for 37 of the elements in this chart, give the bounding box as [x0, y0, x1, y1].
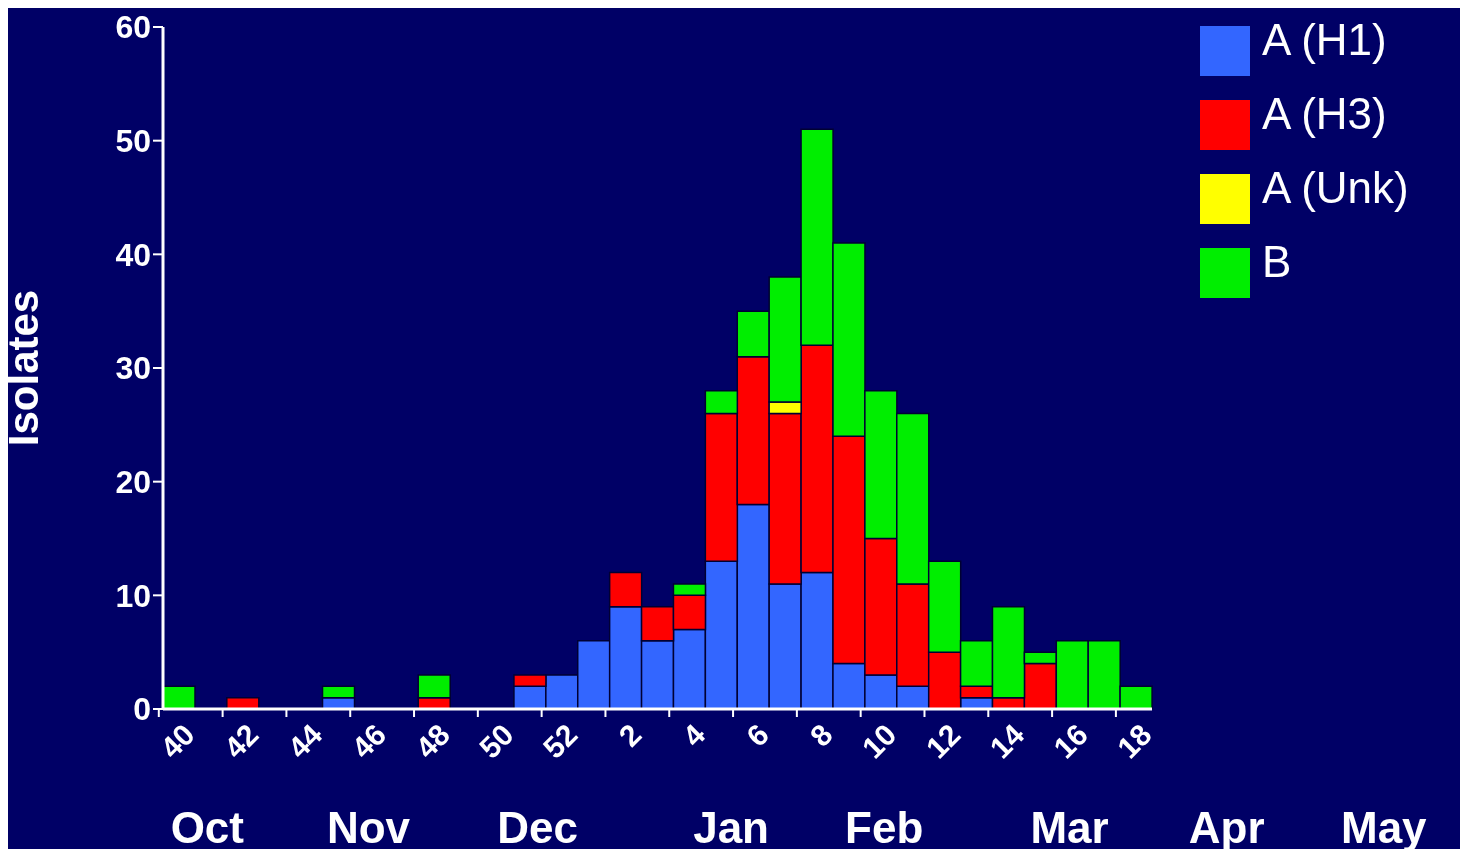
legend-label: A (Unk)	[1262, 163, 1409, 212]
y-tick-label: 60	[115, 9, 151, 46]
y-tick-label: 10	[115, 577, 151, 614]
x-tick-label: 4	[676, 717, 712, 753]
x-tick-label: 16	[1047, 717, 1095, 765]
text: Dec	[496, 803, 580, 853]
text: Nov	[325, 803, 412, 853]
x-tick-label: 52	[536, 717, 584, 765]
legend-label: A (H1)	[1262, 15, 1387, 64]
x-tick-label: 46	[345, 717, 393, 765]
x-tick-label: 12	[919, 717, 967, 765]
x-tick-label: 48	[409, 717, 457, 765]
y-axis-title: Isolates	[0, 289, 47, 447]
x-tick-label: 8	[803, 717, 839, 753]
text: Feb	[844, 803, 925, 853]
text: Oct	[169, 803, 245, 853]
x-tick-label: 44	[281, 717, 329, 765]
x-tick-label: 6	[739, 717, 776, 753]
text: Jan	[692, 803, 770, 853]
text: Mar	[1029, 803, 1110, 853]
y-tick-label: 50	[115, 123, 151, 160]
x-tick-label: 18	[1110, 717, 1158, 765]
legend-label: B	[1262, 237, 1292, 286]
y-tick-label: 20	[115, 464, 151, 501]
legend-label: A (H3)	[1262, 89, 1387, 138]
x-tick-label: 14	[983, 717, 1031, 765]
x-tick-label: 2	[612, 717, 648, 753]
bar	[226, 696, 260, 709]
y-tick-label: 40	[115, 236, 151, 273]
x-tick-label: 42	[217, 717, 265, 765]
x-tick-label: 40	[153, 717, 201, 765]
y-tick-label: 0	[133, 691, 151, 728]
text: May	[1340, 803, 1428, 853]
x-tick-label: 10	[855, 717, 903, 765]
y-tick-label: 30	[115, 350, 151, 387]
x-tick-label: 50	[472, 717, 520, 765]
text: Apr	[1187, 803, 1266, 853]
